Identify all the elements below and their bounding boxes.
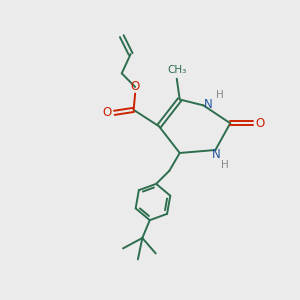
Text: N: N bbox=[204, 98, 212, 111]
Text: O: O bbox=[130, 80, 140, 94]
Text: CH₃: CH₃ bbox=[167, 65, 186, 75]
Text: H: H bbox=[221, 160, 229, 170]
Text: O: O bbox=[102, 106, 112, 119]
Text: N: N bbox=[212, 148, 220, 161]
Text: O: O bbox=[255, 117, 265, 130]
Text: H: H bbox=[216, 90, 224, 100]
